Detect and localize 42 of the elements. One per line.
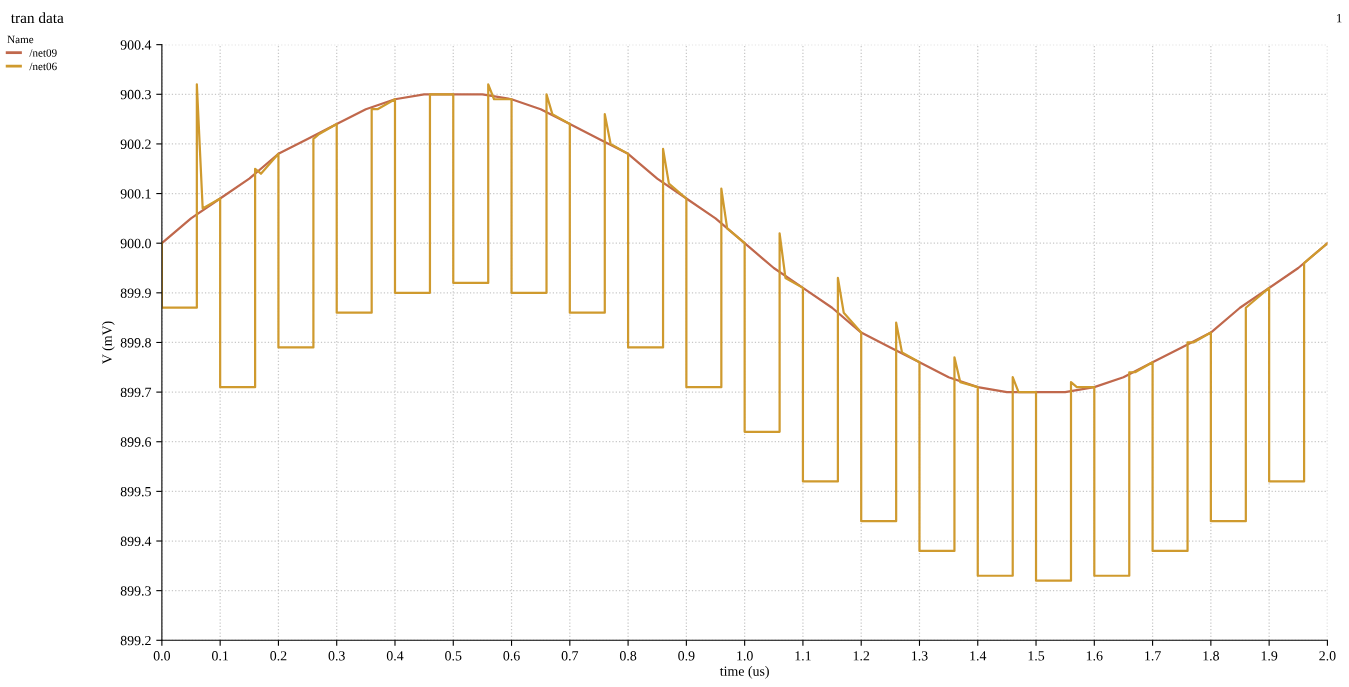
x-tick-label: 2.0 xyxy=(1319,651,1336,661)
y-tick-label: 899.4 xyxy=(120,536,152,547)
x-axis-title: time (us) xyxy=(719,666,769,679)
x-tick-label: 1.0 xyxy=(737,651,753,661)
line-series xyxy=(161,83,1328,582)
text: 1 xyxy=(1337,13,1342,23)
y-tick-label: 900.3 xyxy=(120,89,151,100)
y-tick-label: 899.2 xyxy=(120,635,151,646)
x-tick-label: 0.7 xyxy=(561,651,579,661)
x-tick-label: 1.1 xyxy=(795,651,811,661)
y-tick-label: 899.7 xyxy=(120,387,152,398)
x-tick-label: 0.8 xyxy=(619,651,637,661)
legend-label: /net06 xyxy=(29,62,57,71)
y-tick-label: 899.5 xyxy=(120,486,151,497)
y-tick-label: 900.2 xyxy=(120,139,151,149)
x-tick-label: 1.7 xyxy=(1145,651,1161,661)
x-tick-label: 1.8 xyxy=(1203,651,1220,661)
y-tick-label: 899.3 xyxy=(120,586,151,596)
x-tick-label: 0.4 xyxy=(386,651,404,661)
x-tick-label: 1.9 xyxy=(1261,651,1278,661)
x-tick-label: 1.6 xyxy=(1086,651,1103,661)
x-tick-label: 1.2 xyxy=(853,651,870,661)
text: tran data xyxy=(10,12,64,24)
legend-title: Name xyxy=(7,35,34,44)
x-tick-label: 0.2 xyxy=(270,651,287,661)
y-axis-title: V (mV) xyxy=(102,321,115,364)
y-tick-label: 900.0 xyxy=(120,238,151,249)
x-tick-label: 0.0 xyxy=(153,651,171,661)
x-tick-label: 0.5 xyxy=(445,651,462,661)
x-tick-label: 1.4 xyxy=(970,651,987,661)
y-tick-label: 899.8 xyxy=(120,338,151,348)
x-tick-label: 1.5 xyxy=(1028,651,1045,661)
y-tick-label: 900.1 xyxy=(120,189,151,199)
y-tick-label: 900.4 xyxy=(120,40,152,50)
x-tick-label: 0.9 xyxy=(678,651,695,661)
legend-label: /net09 xyxy=(29,49,57,57)
x-tick-label: 0.1 xyxy=(212,651,228,661)
y-tick-label: 899.9 xyxy=(120,288,151,298)
y-tick-label: 899.6 xyxy=(120,437,152,447)
x-tick-label: 0.6 xyxy=(503,651,520,661)
x-tick-label: 1.3 xyxy=(912,651,928,661)
x-tick-label: 0.3 xyxy=(328,651,345,661)
